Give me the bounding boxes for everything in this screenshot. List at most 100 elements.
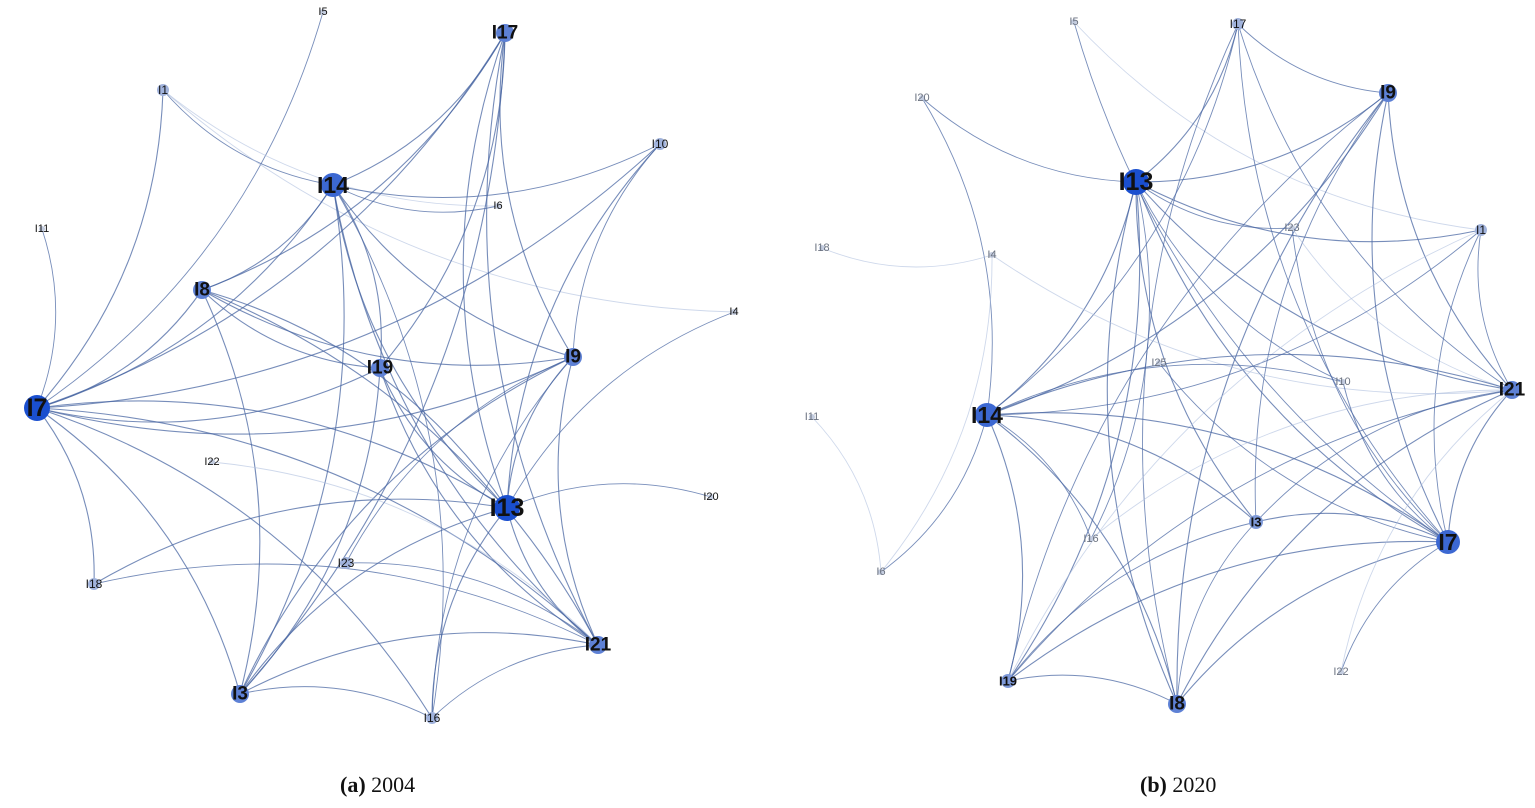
node-I14-label: I14 bbox=[317, 172, 349, 198]
edge-I13-I3 bbox=[239, 507, 508, 695]
edge-I7-I18 bbox=[36, 407, 95, 585]
edge-I13-I16 bbox=[1090, 181, 1150, 540]
edge-I7-I10 bbox=[36, 143, 661, 409]
edge-I17-I21 bbox=[1237, 23, 1513, 391]
node-I16-dot bbox=[1088, 536, 1094, 542]
edge-I13-I7 bbox=[1135, 181, 1449, 543]
edge-I17-I13 bbox=[462, 32, 508, 509]
node-I21: I21 bbox=[585, 635, 612, 656]
node-I22-dot bbox=[1338, 669, 1344, 675]
edge-I10-I7 bbox=[1342, 381, 1449, 543]
node-I4-label: I4 bbox=[987, 249, 996, 261]
node-I10-dot bbox=[654, 138, 666, 150]
edge-I13-I23 bbox=[1135, 181, 1293, 229]
edge-I3-I7 bbox=[1255, 512, 1449, 543]
edge-I8-I3 bbox=[201, 289, 261, 695]
edge-I14-I21 bbox=[986, 353, 1513, 416]
edge-I5-I7 bbox=[1073, 21, 1449, 543]
node-I9: I9 bbox=[1379, 83, 1397, 104]
edge-I14-I9 bbox=[332, 184, 574, 358]
edges bbox=[36, 11, 735, 719]
edge-I23-I21 bbox=[345, 562, 599, 646]
edge-I23-I9 bbox=[345, 356, 574, 564]
node-I5-label: I5 bbox=[318, 6, 327, 18]
node-I20: I20 bbox=[914, 92, 929, 104]
edge-I17-I14 bbox=[986, 23, 1239, 416]
edge-I17-I7 bbox=[1237, 23, 1449, 543]
node-I5: I5 bbox=[1069, 16, 1078, 28]
node-I8-dot bbox=[1168, 695, 1186, 713]
node-I10-label: I10 bbox=[1335, 376, 1350, 388]
edge-I13-I19 bbox=[1007, 181, 1141, 682]
edge-I17-I9 bbox=[1237, 23, 1389, 94]
edge-I14-I8 bbox=[201, 184, 334, 291]
edge-I21-I3 bbox=[1255, 389, 1513, 523]
node-I17-dot bbox=[1232, 18, 1244, 30]
edge-I7-I8 bbox=[1176, 541, 1449, 705]
edge-I1-I14 bbox=[986, 229, 1482, 416]
edge-I17-I13 bbox=[1135, 23, 1239, 183]
edge-I17-I21 bbox=[486, 32, 599, 646]
edge-I14-I19 bbox=[332, 184, 382, 369]
edge-I1-I14 bbox=[162, 89, 334, 186]
edge-I23-I7 bbox=[1291, 227, 1449, 543]
edge-I14-I16 bbox=[986, 414, 1092, 540]
edge-I14-I21 bbox=[332, 184, 599, 646]
network-panel-a: I5 I1 I17 I10 I14 I6 I11 I8 I4 I9 I19 I7 I22 I13 I20 I2… bbox=[24, 6, 739, 725]
edge-I9-I21 bbox=[557, 356, 599, 646]
edge-I17-I9 bbox=[499, 32, 574, 358]
node-I6: I6 bbox=[493, 200, 502, 212]
edge-I18-I21 bbox=[93, 563, 599, 646]
node-I23-dot bbox=[1289, 225, 1295, 231]
edge-I7-I21 bbox=[36, 407, 599, 646]
edge-I13-I1 bbox=[1135, 181, 1482, 243]
edge-I14-I13 bbox=[332, 184, 508, 509]
node-I4: I4 bbox=[729, 306, 738, 318]
node-I21-label: I21 bbox=[585, 635, 612, 656]
node-I21-dot bbox=[1503, 381, 1521, 399]
node-I3-label: I3 bbox=[1251, 515, 1262, 530]
edge-I17-I7 bbox=[36, 32, 506, 409]
node-I18: I18 bbox=[86, 577, 103, 591]
edge-I14-I19 bbox=[986, 414, 1024, 682]
caption-a-text: 2004 bbox=[365, 772, 416, 797]
edge-I1-I4 bbox=[162, 89, 735, 313]
node-I11: I11 bbox=[35, 223, 49, 235]
edge-I18-I4 bbox=[821, 247, 993, 268]
node-I23-label: I23 bbox=[1284, 222, 1299, 234]
edge-I7-I9 bbox=[36, 356, 574, 435]
edge-I14-I6 bbox=[332, 184, 499, 213]
node-I16: I16 bbox=[424, 711, 441, 725]
edge-I3-I8 bbox=[1176, 521, 1257, 705]
node-I13-label: I13 bbox=[490, 494, 525, 522]
node-I5-dot bbox=[320, 9, 326, 15]
node-I8: I8 bbox=[193, 280, 211, 301]
node-I1-label: I1 bbox=[158, 83, 168, 97]
node-I18-dot bbox=[88, 578, 100, 590]
node-I3-dot bbox=[1249, 515, 1263, 529]
caption-b-letter: (b) bbox=[1140, 772, 1167, 797]
node-I10: I10 bbox=[1335, 376, 1350, 388]
edge-I7-I19 bbox=[36, 367, 381, 423]
edge-I13-I16 bbox=[431, 507, 508, 719]
node-I8-label: I8 bbox=[194, 280, 210, 301]
node-I23: I23 bbox=[338, 556, 355, 570]
node-I16: I16 bbox=[1083, 533, 1098, 545]
node-I22-label: I22 bbox=[204, 456, 219, 468]
edge-I19-I3 bbox=[239, 367, 381, 695]
node-I5-dot bbox=[1071, 19, 1077, 25]
caption-b-text: 2020 bbox=[1166, 772, 1217, 797]
node-I20-label: I20 bbox=[703, 491, 718, 503]
node-I10: I10 bbox=[652, 137, 669, 151]
edge-I14-I16 bbox=[332, 184, 444, 719]
caption-b: (b) 2020 bbox=[1140, 772, 1216, 798]
node-I11: I11 bbox=[805, 411, 819, 423]
node-I7: I7 bbox=[24, 394, 50, 422]
edge-I20-I14 bbox=[921, 97, 993, 416]
edge-I22-I21 bbox=[1340, 389, 1513, 673]
edge-I8-I19 bbox=[201, 289, 381, 369]
node-I7-dot bbox=[1436, 530, 1460, 554]
node-I22-label: I22 bbox=[1333, 666, 1348, 678]
node-I19: I19 bbox=[367, 358, 393, 379]
edge-I14-I8 bbox=[986, 414, 1178, 705]
